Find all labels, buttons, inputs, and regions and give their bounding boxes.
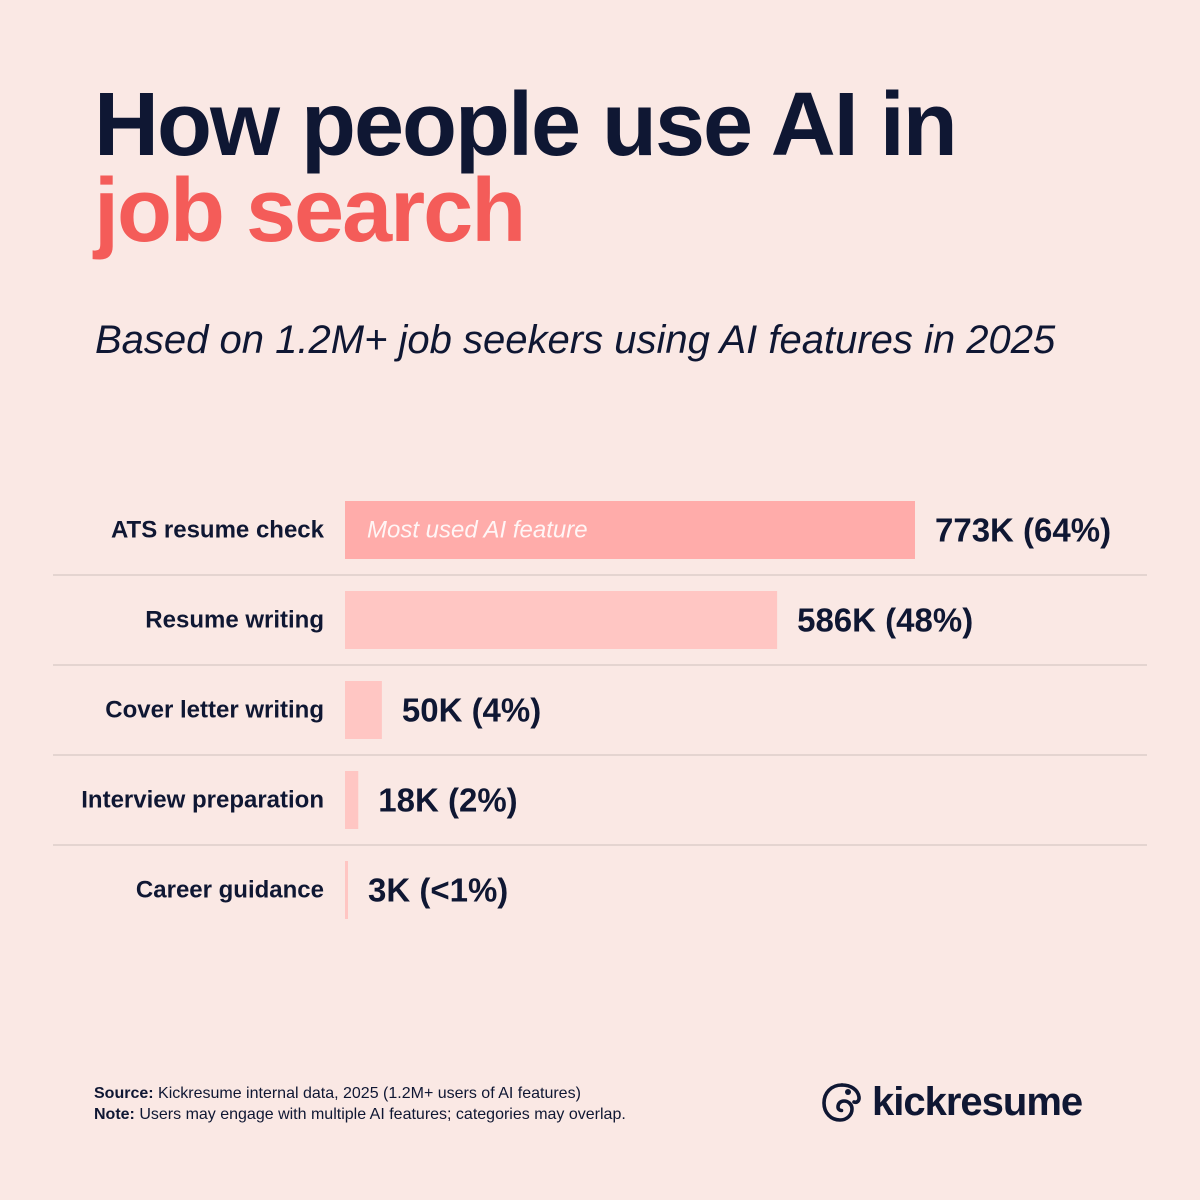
- bar: [345, 681, 382, 739]
- bar: [345, 591, 778, 649]
- brand-name: kickresume: [872, 1080, 1083, 1124]
- page-title: How people use AI in job search: [94, 75, 958, 261]
- source-label: Source:: [94, 1085, 154, 1102]
- bar-annotation: Most used AI feature: [367, 517, 588, 544]
- bar: [345, 501, 915, 559]
- source-text: Kickresume internal data, 2025 (1.2M+ us…: [153, 1085, 581, 1102]
- bar: [345, 861, 348, 919]
- value-label: 586K (48%): [797, 602, 973, 639]
- bar: [345, 771, 359, 829]
- value-label: 773K (64%): [935, 512, 1111, 549]
- note-label: Note:: [94, 1106, 135, 1123]
- category-label: ATS resume check: [111, 517, 325, 544]
- category-label: Cover letter writing: [105, 697, 324, 724]
- value-label: 18K (2%): [378, 782, 517, 819]
- title-line-1: How people use AI in: [94, 75, 958, 175]
- value-label: 3K (<1%): [368, 872, 508, 909]
- value-label: 50K (4%): [402, 692, 541, 729]
- note-line: Note: Users may engage with multiple AI …: [94, 1104, 626, 1125]
- note-text: Users may engage with multiple AI featur…: [134, 1106, 626, 1123]
- footnote: Source: Kickresume internal data, 2025 (…: [94, 1083, 626, 1125]
- brand-logo: kickresume: [820, 1078, 1083, 1126]
- source-line: Source: Kickresume internal data, 2025 (…: [94, 1083, 626, 1104]
- title-line-2: job search: [94, 161, 526, 261]
- category-label: Resume writing: [145, 607, 324, 634]
- page-subtitle: Based on 1.2M+ job seekers using AI feat…: [95, 318, 1056, 362]
- chameleon-logo-icon: [822, 1083, 861, 1122]
- category-label: Career guidance: [136, 877, 324, 904]
- category-label: Interview preparation: [81, 787, 324, 814]
